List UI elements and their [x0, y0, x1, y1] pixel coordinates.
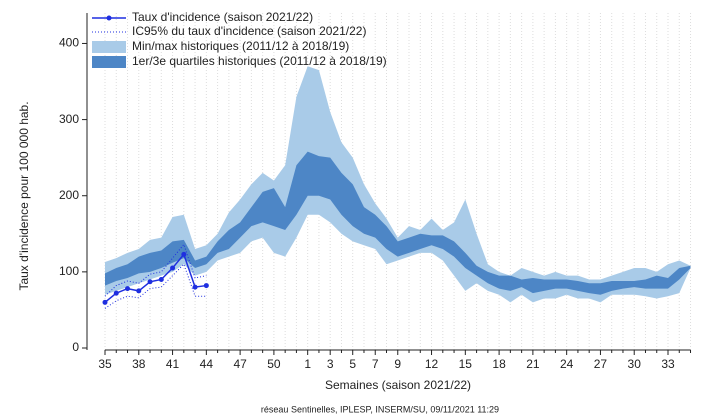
- x-tick-label: 15: [459, 357, 473, 371]
- legend-label: Min/max historiques (2011/12 à 2018/19): [132, 39, 349, 53]
- incidence-point: [147, 279, 153, 285]
- x-tick-label: 33: [661, 357, 675, 371]
- y-axis-label: Taux d'incidence pour 100 000 hab.: [17, 101, 31, 290]
- incidence-point: [170, 265, 176, 271]
- incidence-point: [192, 284, 198, 290]
- incidence-line: [104, 252, 207, 303]
- legend-label: 1er/3e quartiles historiques (2011/12 à …: [132, 54, 387, 68]
- legend-label: IC95% du taux d'incidence (saison 2021/2…: [132, 24, 366, 38]
- x-tick-label: 5: [349, 357, 356, 371]
- legend-label: Taux d'incidence (saison 2021/22): [132, 10, 313, 24]
- x-tick-label: 21: [526, 357, 540, 371]
- ci-upper-line: [104, 243, 207, 297]
- x-tick-label: 7: [372, 357, 379, 371]
- x-axis-label: Semaines (saison 2021/22): [325, 378, 471, 392]
- x-tick-label: 24: [560, 357, 574, 371]
- x-tick-label: 27: [594, 357, 608, 371]
- y-tick-label: 400: [59, 36, 79, 50]
- x-tick-label: 30: [628, 357, 642, 371]
- legend-swatch: [92, 56, 126, 68]
- x-tick-label: 3: [327, 357, 334, 371]
- incidence-point: [158, 276, 164, 282]
- legend-swatch: [92, 41, 126, 53]
- incidence-point: [102, 299, 108, 305]
- legend-swatch: [106, 15, 112, 21]
- x-tick-label: 47: [233, 357, 247, 371]
- y-tick-label: 100: [59, 264, 79, 278]
- incidence-point: [136, 288, 142, 294]
- ci-lower-line: [104, 263, 207, 309]
- incidence-point: [203, 283, 209, 289]
- x-tick-label: 12: [425, 357, 439, 371]
- y-tick-label: 0: [72, 340, 79, 354]
- x-tick-label: 50: [267, 357, 281, 371]
- y-tick-label: 300: [59, 112, 79, 126]
- x-tick-label: 44: [200, 357, 214, 371]
- x-tick-label: 1: [304, 357, 311, 371]
- x-tick-label: 38: [132, 357, 146, 371]
- y-tick-label: 200: [59, 188, 79, 202]
- incidence-point: [125, 286, 131, 292]
- incidence-point: [181, 251, 187, 257]
- x-tick-label: 18: [492, 357, 506, 371]
- incidence-point: [113, 290, 119, 296]
- x-tick-label: 35: [98, 357, 112, 371]
- x-tick-label: 9: [394, 357, 401, 371]
- footnote: réseau Sentinelles, IPLESP, INSERM/SU, 0…: [261, 404, 499, 414]
- x-tick-label: 41: [166, 357, 180, 371]
